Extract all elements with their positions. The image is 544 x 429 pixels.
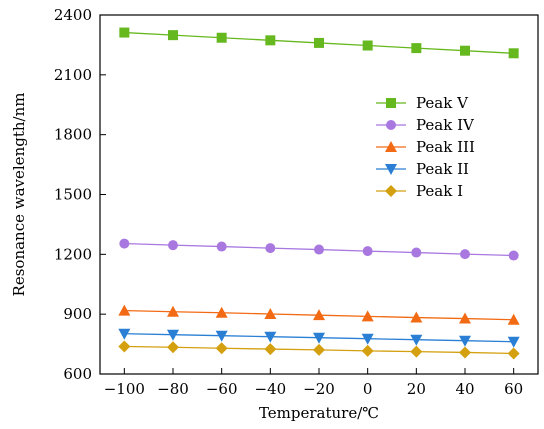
legend-label: Peak III [416,138,475,156]
x-axis-label: Temperature/℃ [259,404,379,422]
legend-label: Peak II [416,160,469,178]
data-point [167,341,179,354]
data-point [410,334,423,346]
data-point [264,343,277,356]
series-peak-i [118,340,520,360]
data-point [167,329,179,341]
data-point [118,328,131,340]
legend-entry: Peak I [376,182,463,200]
series-peak-iv [119,238,519,261]
data-point [215,306,228,318]
x-tick-label: 60 [504,380,523,398]
x-tick-label: 40 [455,380,474,398]
data-point [362,40,373,51]
data-point [118,340,131,353]
legend-entry: Peak III [376,138,475,156]
data-point [361,310,374,322]
data-point [459,335,471,347]
x-tick-label: −20 [303,380,335,398]
data-point [215,330,228,342]
data-point [215,342,228,355]
data-point [264,307,277,319]
legend-entry: Peak V [376,94,469,112]
x-tick-label: −100 [104,380,145,398]
y-tick-label: 2100 [54,66,92,84]
data-point [459,312,471,324]
data-point [361,333,374,345]
legend-label: Peak I [416,182,463,200]
data-point [460,249,470,260]
data-point [460,45,470,56]
x-tick-label: −40 [255,380,287,398]
data-point [313,309,325,321]
data-point [216,32,227,43]
data-point [265,243,276,254]
series-peak-v [119,27,519,59]
y-tick-label: 900 [63,305,92,323]
data-point [362,246,373,257]
legend-marker [386,120,396,130]
data-point [508,250,519,261]
y-tick-label: 1200 [54,245,92,263]
y-tick-label: 2400 [54,6,92,24]
data-point [507,313,520,325]
data-point [507,336,520,348]
series-peak-ii [118,328,520,348]
y-axis-label: Resonance wavelength/nm [10,93,28,297]
legend-entry: Peak II [376,160,469,178]
data-point [507,347,520,360]
y-tick-label: 1800 [54,126,92,144]
data-point [410,345,423,358]
data-point [264,331,277,343]
legend: Peak V Peak IV Peak III Peak II Peak I [376,94,475,200]
y-tick-label: 600 [63,365,92,383]
legend-marker [386,98,396,108]
series-peak-iii [118,304,520,325]
data-point [168,240,178,251]
data-point [410,311,423,323]
legend-entry: Peak IV [376,116,475,134]
legend-label: Peak V [416,94,469,112]
legend-marker [385,141,397,152]
x-tick-label: −80 [157,380,189,398]
data-point [265,35,276,46]
x-tick-label: 20 [407,380,426,398]
data-point [361,344,374,357]
data-point [119,238,130,249]
legend-marker [385,164,397,175]
data-point [216,241,227,252]
data-point [167,305,179,317]
data-point [314,244,324,255]
data-point [314,37,324,48]
data-point [508,48,519,59]
legend-marker [385,185,397,197]
axis-ticks [100,14,515,375]
x-tick-label: −60 [206,380,238,398]
y-tick-label: 1500 [54,186,92,204]
data-point [459,346,471,359]
tick-labels: −100 −80 −60 −40 −20 0 20 40 60 600 900 1200 1500 180… [54,6,523,398]
data-point [313,332,325,344]
data-point [411,247,422,258]
data-point [313,343,325,356]
x-tick-label: 0 [363,380,373,398]
data-point [118,304,131,316]
data-point [168,30,178,41]
data-point [411,43,422,54]
data-point [119,27,130,38]
plot-marks [118,27,520,360]
legend-label: Peak IV [416,116,475,134]
